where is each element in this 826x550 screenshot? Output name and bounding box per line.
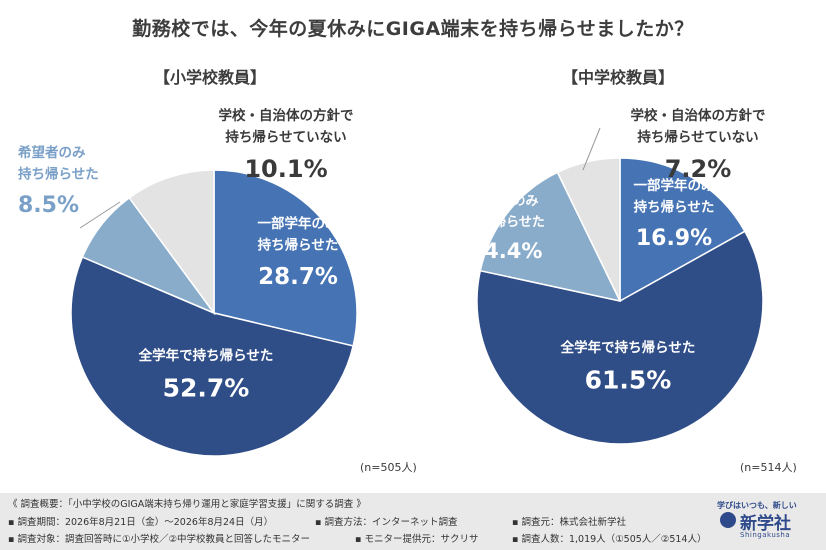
slice-value-1-1: 61.5% <box>585 366 672 395</box>
slice-label-1-2-1: 持ち帰らせた <box>467 214 545 230</box>
pie-slice-1-1 <box>476 230 764 445</box>
slice-label-1-1-0: 全学年で持ち帰らせた <box>560 339 696 356</box>
survey-source: ▪ 調査元：株式会社新学社 <box>512 517 626 528</box>
survey-footer: 《 調査概要：「小中学校のGIGA端末持ち帰り運用と家庭学習支援」に関する調査 … <box>0 493 826 550</box>
leader-line-1 <box>582 127 601 171</box>
survey-respondent-count: ▪ 調査人数：1,019人（①505人／②514人） <box>512 534 707 545</box>
slice-label-1-2-0: 希望者のみ <box>473 193 538 209</box>
leader-line-0 <box>79 201 121 229</box>
slice-label-0-2-0: 希望者のみ <box>18 144 86 161</box>
slice-value-0-0: 28.7% <box>258 264 338 290</box>
pie-slice-0-3 <box>128 169 215 316</box>
pie-slice-1-3 <box>556 157 621 302</box>
elementary-pie-title: 【小学校教員】 <box>153 68 266 87</box>
slice-value-1-0: 16.9% <box>636 226 712 251</box>
slice-label-0-3-0: 学校・自治体の方針で <box>219 107 354 124</box>
elementary-sample-size: (n=505人) <box>360 461 417 474</box>
slice-value-1-3: 7.2% <box>665 155 732 183</box>
pie-slice-0-0 <box>213 169 358 347</box>
junior-high-sample-size: (n=514人) <box>740 461 797 474</box>
survey-target: ▪ 調査対象：調査回答時に①小学校／②中学校教員と回答したモニター <box>8 534 310 545</box>
survey-overview: 《 調査概要：「小中学校のGIGA端末持ち帰り運用と家庭学習支援」に関する調査 … <box>8 499 366 510</box>
slice-value-0-3: 10.1% <box>244 155 327 183</box>
slice-value-0-1: 52.7% <box>163 374 250 403</box>
slice-label-0-1-0: 全学年で持ち帰らせた <box>138 347 274 364</box>
slice-value-1-2: 14.4% <box>470 239 543 263</box>
logo-tagline: 学びはいつも、新しい <box>717 501 797 510</box>
slice-label-0-2-1: 持ち帰らせた <box>18 166 99 183</box>
logo-subtitle: Shingakusha <box>740 531 791 539</box>
survey-period: ▪ 調査期間：2026年8月21日（金）～2026年8月24日（月） <box>8 517 274 528</box>
slice-label-0-0-1: 持ち帰らせた <box>258 237 339 254</box>
slice-label-0-0-0: 一部学年のみ <box>258 215 339 232</box>
pie-slice-1-0 <box>619 157 746 303</box>
pie-slice-0-1 <box>70 256 355 457</box>
slice-label-1-3-1: 持ち帰らせていない <box>637 129 758 146</box>
chart-title: 勤務校では、今年の夏休みにGIGA端末を持ち帰らせましたか？ <box>132 18 694 40</box>
junior-high-pie-title: 【中学校教員】 <box>561 68 674 87</box>
elementary-pie-chart: 一部学年のみ持ち帰らせた28.7%全学年で持ち帰らせた52.7%希望者のみ持ち帰… <box>18 107 358 457</box>
slice-label-1-0-1: 持ち帰らせた <box>634 199 715 216</box>
slice-label-1-0-0: 一部学年のみ <box>634 177 715 194</box>
slice-value-0-2: 8.5% <box>18 193 79 218</box>
pie-slice-1-2 <box>479 171 622 303</box>
slice-label-0-3-1: 持ち帰らせていない <box>225 129 346 146</box>
slice-label-1-3-0: 学校・自治体の方針で <box>631 107 766 124</box>
logo-mark-icon <box>720 512 736 528</box>
survey-method: ▪ 調査方法：インターネット調査 <box>315 517 458 528</box>
junior-high-pie-chart: 一部学年のみ持ち帰らせた16.9%全学年で持ち帰らせた61.5%希望者のみ持ち帰… <box>467 107 766 445</box>
survey-monitor-provider: ▪ モニター提供元：サクリサ <box>355 534 479 545</box>
logo-name: 新学社 <box>740 514 791 534</box>
